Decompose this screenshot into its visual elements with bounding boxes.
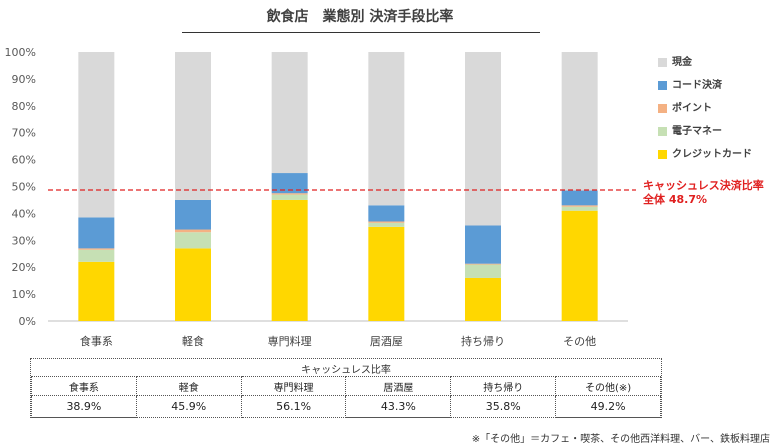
y-tick-label: 80%	[12, 100, 36, 113]
bar-segment	[368, 222, 405, 227]
reference-line-label: キャッシュレス決済比率	[643, 179, 764, 192]
x-tick-label: 軽食	[182, 334, 204, 348]
table-header-cell: その他(※)	[555, 376, 661, 396]
table-value-row: 38.9% 45.9% 56.1% 43.3% 35.8% 49.2%	[31, 395, 661, 418]
legend-swatch-cash	[658, 58, 667, 67]
cashless-ratio-table: キャッシュレス比率 食事系 軽食 専門料理 居酒屋 持ち帰り その他(※) 38…	[30, 358, 662, 418]
bar-segment	[78, 217, 115, 249]
bar-segment	[271, 199, 308, 321]
table-value-cell: 35.8%	[450, 395, 557, 418]
footnote: ※「その他」＝カフェ・喫茶、その他西洋料理、バー、鉄板料理店	[471, 434, 770, 445]
y-tick-label: 90%	[12, 73, 36, 86]
reference-line-value: 全体 48.7%	[643, 193, 707, 206]
bar-segment	[465, 263, 501, 265]
legend-label-credit-card: クレジットカード	[672, 149, 752, 160]
bar-segment	[271, 173, 308, 194]
bar-segment	[465, 264, 501, 278]
bar-segment	[561, 52, 598, 191]
table-value-cell: 56.1%	[240, 395, 347, 418]
bar-segment	[271, 52, 308, 174]
legend-swatch-credit-card	[658, 150, 667, 159]
chart-title: 飲食店 業態別 決済手段比率	[266, 9, 454, 25]
legend-swatch-e-money	[658, 127, 667, 136]
x-tick-label: 専門料理	[268, 334, 312, 348]
bar-segment	[368, 205, 405, 222]
bar-segment	[368, 52, 405, 206]
title-underline	[182, 32, 540, 33]
x-tick-label: 持ち帰り	[461, 334, 505, 348]
bar-segment	[78, 249, 115, 262]
y-tick-label: 20%	[12, 261, 36, 274]
bar-segment	[78, 52, 115, 218]
table-header-cell: 居酒屋	[345, 376, 452, 396]
bar-segment	[175, 248, 211, 321]
table-header-row: 食事系 軽食 専門料理 居酒屋 持ち帰り その他(※)	[31, 376, 661, 396]
table-caption: キャッシュレス比率	[301, 365, 391, 376]
bar-segment	[368, 226, 405, 321]
table-value-cell: 45.9%	[135, 395, 242, 418]
legend-label-code-payment: コード決済	[672, 80, 722, 91]
y-tick-label: 0%	[19, 315, 36, 328]
legend-label-points: ポイント	[672, 103, 712, 114]
bar-segment	[465, 52, 501, 226]
y-tick-label: 70%	[12, 127, 36, 140]
table-header-cell: 食事系	[31, 376, 137, 396]
reference-line-annotation: キャッシュレス決済比率 全体 48.7%	[643, 179, 764, 207]
x-tick-label: 食事系	[80, 334, 113, 348]
x-tick-label: 居酒屋	[370, 335, 403, 348]
table-header-cell: 持ち帰り	[450, 376, 557, 396]
table-grid: 食事系 軽食 専門料理 居酒屋 持ち帰り その他(※) 38.9% 45.9% …	[31, 376, 661, 418]
bar-segment	[175, 229, 211, 233]
y-tick-label: 50%	[12, 181, 36, 194]
bar-segment	[175, 199, 211, 230]
bar-segment	[271, 194, 308, 200]
table-header-cell: 軽食	[135, 376, 242, 396]
bar-segment	[561, 210, 598, 321]
table-value-cell: 49.2%	[555, 395, 661, 418]
table-header-cell: 専門料理	[240, 376, 347, 396]
bar-segment	[368, 221, 405, 223]
bar-segment	[561, 206, 598, 211]
legend-swatch-points	[658, 104, 667, 113]
bar-segment	[175, 52, 211, 200]
bar-segment	[78, 261, 115, 321]
bar-segment	[78, 248, 115, 250]
table-value-cell: 43.3%	[345, 395, 452, 418]
bar-segment	[465, 225, 501, 264]
bar-segment	[561, 190, 598, 206]
y-tick-label: 40%	[12, 207, 36, 220]
legend-label-e-money: 電子マネー	[672, 126, 722, 137]
bar-segment	[175, 232, 211, 249]
table-value-cell: 38.9%	[31, 395, 137, 418]
bar-segment	[271, 193, 308, 195]
x-tick-label: その他	[563, 335, 596, 348]
bar-segment	[561, 205, 598, 207]
y-tick-label: 30%	[12, 234, 36, 247]
y-tick-label: 60%	[12, 154, 36, 167]
bar-segment	[465, 277, 501, 321]
y-tick-label: 10%	[12, 288, 36, 301]
legend-label-cash: 現金	[672, 57, 692, 68]
legend-swatch-code-payment	[658, 81, 667, 90]
y-tick-label: 100%	[5, 46, 36, 59]
